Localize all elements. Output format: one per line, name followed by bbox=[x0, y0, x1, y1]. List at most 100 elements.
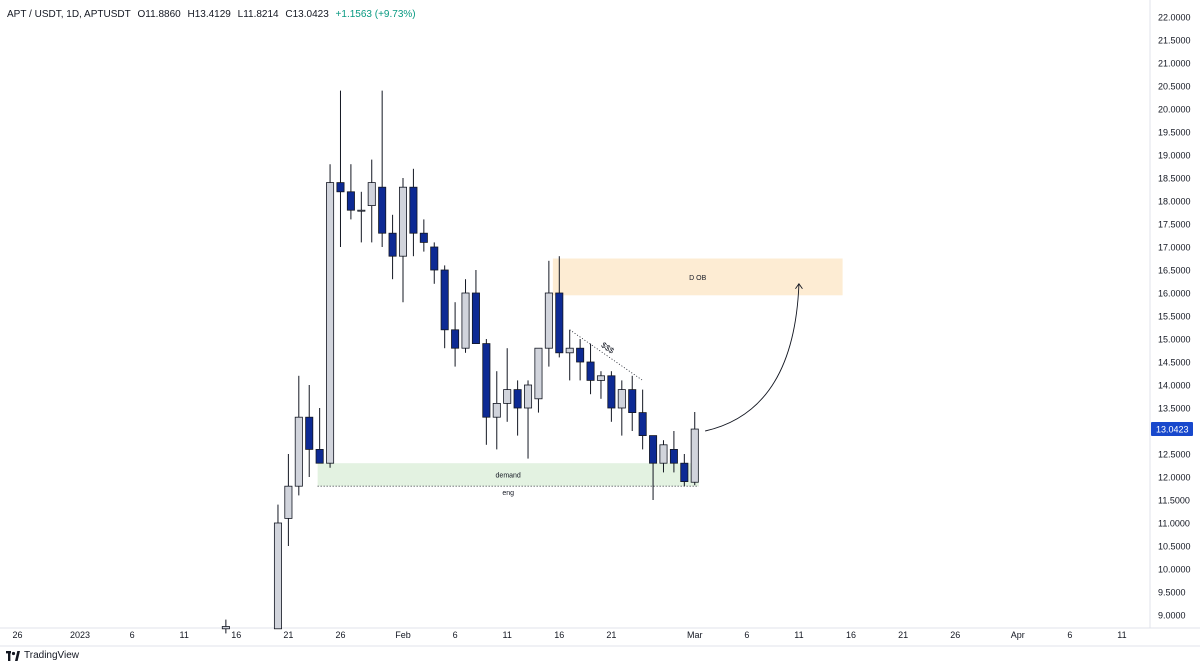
price-tick-label: 20.0000 bbox=[1158, 105, 1191, 115]
time-tick-label: 6 bbox=[453, 630, 458, 640]
candle[interactable] bbox=[503, 348, 512, 422]
candle-body bbox=[669, 448, 678, 464]
candle[interactable] bbox=[544, 260, 553, 367]
price-tick-label: 14.5000 bbox=[1158, 358, 1191, 368]
candle-body bbox=[409, 186, 418, 234]
candle[interactable] bbox=[398, 178, 407, 303]
price-tick-label: 19.5000 bbox=[1158, 128, 1191, 138]
candle-body bbox=[419, 232, 428, 243]
candle[interactable] bbox=[617, 380, 626, 436]
time-axis[interactable]: 26 2023 6 11 16 21 26 Feb 6 11 16 21 Mar 6 11 16 21 26 Apr… bbox=[12, 630, 1126, 640]
candle-body bbox=[617, 389, 626, 409]
candle[interactable] bbox=[284, 454, 293, 546]
candle[interactable] bbox=[596, 371, 605, 399]
candle[interactable] bbox=[586, 343, 595, 395]
price-tick-label: 16.5000 bbox=[1158, 266, 1191, 276]
candle[interactable] bbox=[388, 214, 397, 280]
price-axis[interactable]: 9.0000 9.5000 10.0000 10.5000 11.0000 11.5000… bbox=[1151, 13, 1193, 621]
candle[interactable] bbox=[576, 339, 585, 381]
price-tick-label: 12.0000 bbox=[1158, 473, 1191, 483]
time-tick-label: 16 bbox=[231, 630, 241, 640]
candle[interactable] bbox=[638, 389, 647, 450]
candle-body bbox=[294, 416, 303, 487]
candle[interactable] bbox=[492, 371, 501, 450]
candle[interactable] bbox=[440, 265, 449, 349]
time-tick-label: Feb bbox=[395, 630, 411, 640]
price-tick-label: 9.5000 bbox=[1158, 588, 1186, 598]
candle[interactable] bbox=[524, 380, 533, 459]
candle[interactable] bbox=[451, 302, 460, 367]
tradingview-branding[interactable]: TradingView bbox=[6, 650, 79, 661]
candle-body bbox=[638, 412, 647, 437]
time-tick-label: 21 bbox=[898, 630, 908, 640]
daily-order-block-zone[interactable] bbox=[552, 258, 843, 296]
candle[interactable] bbox=[565, 329, 574, 381]
candle[interactable] bbox=[336, 90, 345, 247]
candle-body bbox=[659, 444, 668, 464]
candle[interactable] bbox=[367, 159, 376, 243]
time-tick-label: 21 bbox=[283, 630, 293, 640]
candle-body bbox=[555, 292, 564, 354]
candle-body bbox=[576, 347, 585, 363]
candle-body bbox=[513, 389, 522, 409]
candle-body bbox=[471, 292, 480, 344]
candle[interactable] bbox=[346, 164, 355, 220]
price-tick-label: 9.0000 bbox=[1158, 611, 1186, 621]
price-tick-label: 20.5000 bbox=[1158, 82, 1191, 92]
candle-body bbox=[544, 292, 553, 349]
candle-body bbox=[336, 182, 345, 193]
candle[interactable] bbox=[409, 168, 418, 257]
candles bbox=[221, 90, 699, 634]
price-tick-label: 19.0000 bbox=[1158, 151, 1191, 161]
candle-body bbox=[628, 389, 637, 414]
price-tick-label: 16.0000 bbox=[1158, 289, 1191, 299]
time-tick-label: 16 bbox=[554, 630, 564, 640]
candle-body bbox=[586, 361, 595, 381]
candle[interactable] bbox=[513, 380, 522, 436]
candle[interactable] bbox=[315, 408, 324, 464]
candle[interactable] bbox=[669, 431, 678, 473]
symbol-label[interactable]: APT / USDT, 1D, APTUSDT bbox=[7, 9, 131, 20]
price-tick-label: 17.5000 bbox=[1158, 220, 1191, 230]
candle[interactable] bbox=[419, 219, 428, 252]
candle[interactable] bbox=[326, 164, 335, 468]
candle[interactable] bbox=[534, 347, 543, 413]
time-tick-label: 2023 bbox=[70, 630, 90, 640]
candle[interactable] bbox=[628, 375, 637, 431]
projection-arrow[interactable] bbox=[705, 283, 800, 432]
time-tick-label: 11 bbox=[1117, 630, 1126, 640]
time-tick-label: 21 bbox=[606, 630, 616, 640]
candle[interactable] bbox=[294, 375, 303, 496]
candle-body bbox=[398, 186, 407, 257]
candle-body bbox=[315, 448, 324, 464]
candle-body bbox=[649, 435, 658, 464]
candle-body bbox=[388, 232, 397, 257]
candle[interactable] bbox=[680, 454, 689, 487]
candle[interactable] bbox=[555, 256, 564, 358]
candle[interactable] bbox=[471, 270, 480, 344]
candle[interactable] bbox=[482, 339, 491, 445]
price-tick-label: 22.0000 bbox=[1158, 13, 1191, 23]
candle[interactable] bbox=[607, 371, 616, 422]
time-tick-label: 16 bbox=[846, 630, 856, 640]
price-tick-label: 10.5000 bbox=[1158, 542, 1191, 552]
candle[interactable] bbox=[357, 191, 366, 243]
candle[interactable] bbox=[461, 279, 470, 353]
candle-body bbox=[596, 375, 605, 381]
candle-body bbox=[492, 402, 501, 418]
price-tick-label: 21.0000 bbox=[1158, 59, 1191, 69]
demand-zone[interactable] bbox=[317, 463, 699, 487]
price-tick-label: 21.5000 bbox=[1158, 36, 1191, 46]
time-tick-label: 11 bbox=[794, 630, 803, 640]
candle[interactable] bbox=[305, 385, 314, 477]
candle[interactable] bbox=[649, 435, 658, 500]
candle[interactable] bbox=[659, 440, 668, 473]
candle[interactable] bbox=[273, 504, 282, 630]
candle[interactable] bbox=[430, 242, 439, 284]
time-tick-label: 6 bbox=[1067, 630, 1072, 640]
candle[interactable] bbox=[378, 90, 387, 247]
candle[interactable] bbox=[221, 619, 230, 634]
candle[interactable] bbox=[690, 412, 699, 486]
